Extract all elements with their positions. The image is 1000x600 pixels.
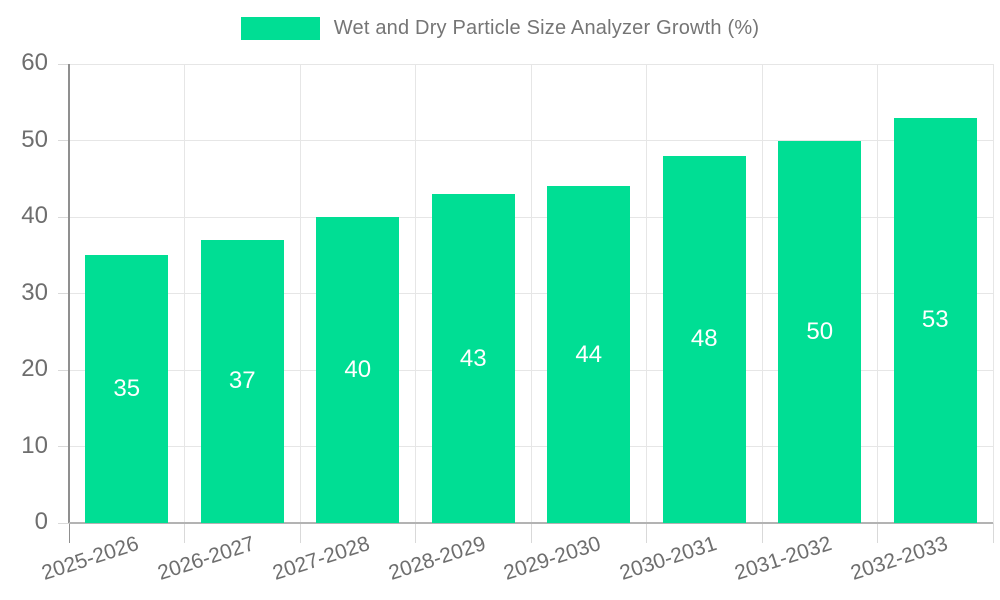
y-axis-tick-label: 0 [34, 507, 48, 535]
x-axis-tick-mark [992, 523, 994, 543]
y-axis-tick-label: 40 [21, 201, 48, 229]
gridline-vertical [992, 64, 994, 523]
bar [662, 155, 746, 523]
gridline-vertical [184, 64, 185, 523]
bar [85, 255, 169, 523]
y-axis-tick-mark [58, 216, 69, 218]
y-axis-tick-label: 60 [21, 48, 48, 76]
x-axis-tick-label: 2029-2030 [501, 532, 604, 585]
x-axis-tick-label: 2028-2029 [385, 532, 489, 585]
x-axis-tick-mark [299, 523, 301, 543]
y-axis-tick-mark [58, 63, 69, 65]
gridline-vertical [530, 64, 532, 523]
x-axis-tick-mark [877, 523, 878, 543]
x-axis-tick-mark [761, 523, 763, 543]
y-axis-tick-label: 20 [21, 354, 48, 382]
x-axis-tick-label: 2027-2028 [270, 532, 373, 585]
bar-value-label: 44 [575, 340, 603, 368]
y-axis-tick-label: 50 [21, 125, 48, 153]
bar-value-label: 37 [228, 367, 256, 395]
x-axis-line [69, 522, 993, 524]
y-axis-tick-mark [58, 369, 69, 371]
y-axis-tick-mark [58, 522, 69, 524]
bar-value-label: 48 [690, 325, 718, 353]
x-axis-tick-label: 2032-2033 [847, 532, 951, 585]
x-axis-tick-label: 2026-2027 [154, 532, 258, 585]
x-axis-tick-mark [68, 523, 70, 543]
bar [778, 140, 862, 523]
bar [431, 194, 515, 523]
gridline-vertical [761, 64, 763, 523]
x-axis-tick-mark [530, 523, 532, 543]
y-axis-tick-label: 30 [21, 278, 48, 306]
bar [893, 117, 977, 523]
gridline-vertical [415, 64, 416, 523]
y-axis-tick-mark [58, 446, 69, 447]
bar-value-label: 43 [459, 344, 487, 372]
gridline-vertical [646, 64, 647, 523]
legend-label: Wet and Dry Particle Size Analyzer Growt… [333, 17, 760, 39]
chart-legend: Wet and Dry Particle Size Analyzer Growt… [0, 17, 1000, 40]
x-axis-tick-mark [415, 523, 416, 543]
gridline-vertical [877, 64, 878, 523]
x-axis-tick-mark [184, 523, 185, 543]
legend-swatch [240, 17, 320, 40]
bar-value-label: 35 [113, 375, 141, 403]
x-axis-tick-label: 2030-2031 [616, 532, 720, 585]
gridline-vertical [299, 64, 301, 523]
bar-value-label: 50 [806, 317, 834, 345]
y-axis-line [68, 64, 70, 523]
y-axis-tick-label: 10 [21, 431, 48, 459]
y-axis-tick-mark [58, 140, 69, 141]
y-axis-tick-mark [58, 293, 69, 294]
x-axis-tick-label: 2031-2032 [732, 532, 835, 585]
x-axis-tick-mark [646, 523, 647, 543]
bar-value-label: 40 [344, 356, 372, 383]
bar [200, 239, 284, 523]
bar [316, 217, 400, 523]
bar [547, 186, 631, 523]
x-axis-tick-label: 2025-2026 [39, 532, 142, 585]
bar-value-label: 53 [921, 306, 949, 334]
